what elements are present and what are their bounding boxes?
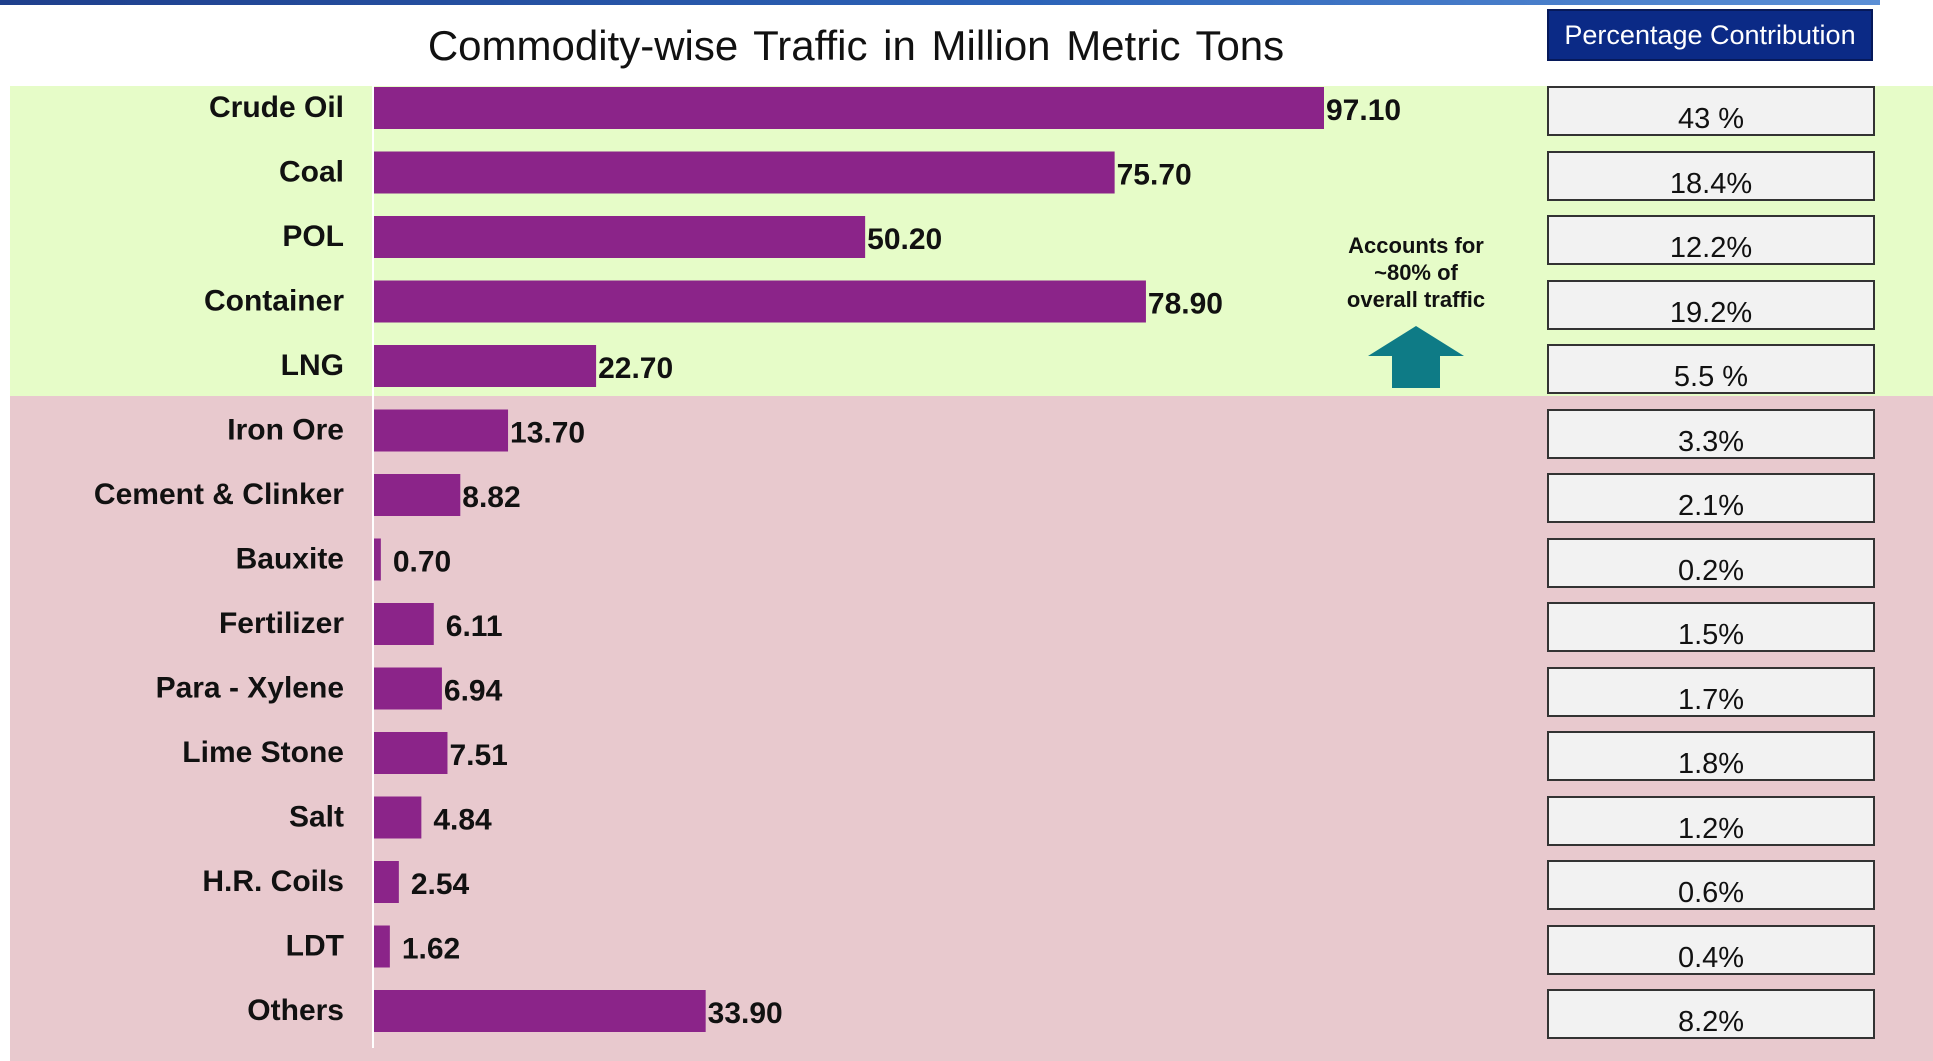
category-label: POL xyxy=(282,220,344,253)
percentage-box: 1.5% xyxy=(1547,602,1875,652)
bar xyxy=(374,925,390,968)
bar xyxy=(374,280,1146,323)
category-label: Fertilizer xyxy=(219,607,344,640)
bar xyxy=(374,861,399,903)
percentage-box: 0.4% xyxy=(1547,924,1875,975)
top-accent-line xyxy=(0,0,1880,5)
category-label: Others xyxy=(247,994,344,1027)
category-label: Coal xyxy=(279,156,344,189)
data-label: 0.70 xyxy=(393,546,451,579)
bar xyxy=(374,151,1115,194)
percentage-box: 12.2% xyxy=(1547,215,1875,265)
bar xyxy=(374,796,422,839)
data-label: 22.70 xyxy=(598,352,673,385)
chart-title: Commodity-wise Traffic in Million Metric… xyxy=(427,22,1285,69)
category-label: Cement & Clinker xyxy=(94,478,344,511)
data-label: 8.82 xyxy=(462,481,520,514)
up-arrow-icon xyxy=(1368,326,1464,388)
percentage-box: 5.5 % xyxy=(1547,344,1875,394)
bar xyxy=(374,538,381,581)
category-label: LNG xyxy=(281,349,344,382)
data-label: 6.94 xyxy=(444,675,503,708)
bar xyxy=(374,409,509,452)
data-label: 1.62 xyxy=(402,933,460,966)
bar xyxy=(374,603,434,645)
percentage-box: 43 % xyxy=(1547,86,1875,136)
bar xyxy=(374,87,1324,129)
data-label: 7.51 xyxy=(449,739,507,772)
data-label: 75.70 xyxy=(1117,159,1192,192)
data-label: 4.84 xyxy=(433,804,492,837)
category-label: Salt xyxy=(289,801,344,834)
percentage-header: Percentage Contribution xyxy=(1547,9,1873,61)
percentage-box: 1.7% xyxy=(1547,666,1875,717)
annotation-line-1: Accounts for xyxy=(1348,233,1484,258)
percentage-box: 18.4% xyxy=(1547,150,1875,201)
category-label: Para - Xylene xyxy=(156,672,344,705)
percentage-box: 0.6% xyxy=(1547,860,1875,910)
data-label: 6.11 xyxy=(446,610,503,643)
category-label: Bauxite xyxy=(236,543,344,576)
bar xyxy=(374,667,442,710)
category-label: Iron Ore xyxy=(227,414,344,447)
percentage-box: 1.2% xyxy=(1547,795,1875,846)
percentage-box: 0.2% xyxy=(1547,537,1875,588)
traffic-annotation: Accounts for ~80% of overall traffic xyxy=(1316,232,1516,313)
annotation-line-2: ~80% of xyxy=(1374,260,1458,285)
category-label: H.R. Coils xyxy=(202,865,344,898)
percentage-box: 8.2% xyxy=(1547,989,1875,1039)
bar xyxy=(374,345,597,387)
percentage-box: 3.3% xyxy=(1547,408,1875,459)
data-label: 13.70 xyxy=(510,417,585,450)
data-label: 50.20 xyxy=(867,223,942,256)
category-label: Crude Oil xyxy=(209,91,344,124)
bar xyxy=(374,216,866,258)
category-label: LDT xyxy=(286,930,344,963)
category-label: Container xyxy=(204,285,344,318)
percentage-box: 2.1% xyxy=(1547,473,1875,523)
bars-layer: Crude Oil 97.10 Coal 75.70 POL 50.20 Container… xyxy=(94,87,1401,1032)
category-label: Lime Stone xyxy=(182,736,344,769)
annotation-line-3: overall traffic xyxy=(1346,287,1486,312)
bar xyxy=(374,990,706,1032)
bar xyxy=(374,474,461,516)
data-label: 2.54 xyxy=(411,868,470,901)
data-label: 78.90 xyxy=(1148,288,1223,321)
data-label: 97.10 xyxy=(1326,94,1401,127)
percentage-box: 1.8% xyxy=(1547,731,1875,781)
data-label: 33.90 xyxy=(708,997,783,1030)
bar xyxy=(374,732,448,774)
percentage-box: 19.2% xyxy=(1547,279,1875,330)
